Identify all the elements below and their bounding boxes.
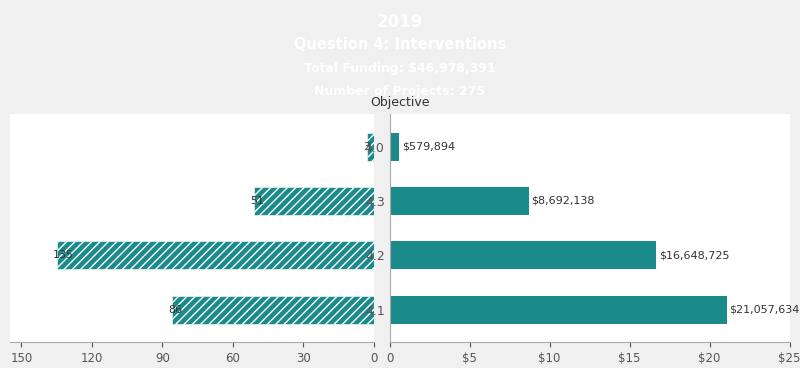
Bar xyxy=(172,296,374,324)
Bar xyxy=(390,241,656,269)
Text: 51: 51 xyxy=(250,196,264,206)
Text: $21,057,634: $21,057,634 xyxy=(730,305,800,315)
Text: Number of Projects: 275: Number of Projects: 275 xyxy=(314,85,486,98)
Text: Total Funding: $46,978,391: Total Funding: $46,978,391 xyxy=(304,63,496,75)
Text: Question 4: Interventions: Question 4: Interventions xyxy=(294,37,506,52)
Text: $579,894: $579,894 xyxy=(402,142,455,152)
Bar xyxy=(254,187,374,215)
Text: 2019: 2019 xyxy=(377,13,423,31)
Bar xyxy=(390,187,529,215)
Bar xyxy=(57,241,374,269)
Text: 86: 86 xyxy=(168,305,182,315)
Text: 135: 135 xyxy=(53,250,74,260)
Bar xyxy=(366,132,374,161)
Text: Objective: Objective xyxy=(370,96,430,109)
Text: 3: 3 xyxy=(363,142,370,152)
Bar xyxy=(390,132,399,161)
Bar xyxy=(390,296,726,324)
Text: $16,648,725: $16,648,725 xyxy=(659,250,730,260)
Text: $8,692,138: $8,692,138 xyxy=(531,196,595,206)
